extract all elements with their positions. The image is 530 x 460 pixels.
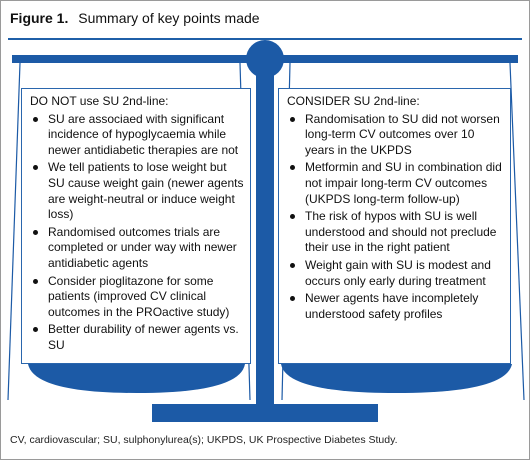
list-item: Consider pioglitazone for some patients … — [28, 274, 244, 321]
right-string-outer — [509, 62, 525, 401]
left-string-outer — [7, 62, 21, 401]
figure-footnote: CV, cardiovascular; SU, sulphonylurea(s)… — [10, 434, 398, 446]
do-not-use-title: DO NOT use SU 2nd-line: — [30, 94, 169, 108]
header-rule — [8, 38, 522, 40]
consider-panel: CONSIDER SU 2nd-line: Randomisation to S… — [278, 88, 511, 364]
list-item: Randomisation to SU did not worsen long-… — [285, 112, 504, 159]
consider-list: Randomisation to SU did not worsen long-… — [285, 112, 504, 323]
list-item: Metformin and SU in combination did not … — [285, 160, 504, 207]
figure-title: Summary of key points made — [78, 10, 260, 26]
list-item: We tell patients to lose weight but SU c… — [28, 160, 244, 222]
figure-number: Figure 1. — [10, 10, 69, 26]
right-pan — [281, 364, 512, 393]
scale-column — [256, 62, 274, 407]
list-item: Newer agents have incompletely understoo… — [285, 291, 504, 322]
do-not-use-panel: DO NOT use SU 2nd-line: SU are associaed… — [21, 88, 251, 364]
consider-title: CONSIDER SU 2nd-line: — [287, 94, 420, 108]
scale-pivot — [246, 40, 284, 78]
list-item: Better durability of newer agents vs. SU — [28, 322, 244, 353]
list-item: Weight gain with SU is modest and occurs… — [285, 258, 504, 289]
left-pan — [28, 364, 245, 393]
list-item: SU are associaed with significant incide… — [28, 112, 244, 159]
list-item: Randomised outcomes trials are completed… — [28, 225, 244, 272]
list-item: The risk of hypos with SU is well unders… — [285, 209, 504, 256]
scale-base — [152, 404, 378, 422]
do-not-use-list: SU are associaed with significant incide… — [28, 112, 244, 354]
figure-header: Figure 1. Summary of key points made — [10, 10, 260, 26]
